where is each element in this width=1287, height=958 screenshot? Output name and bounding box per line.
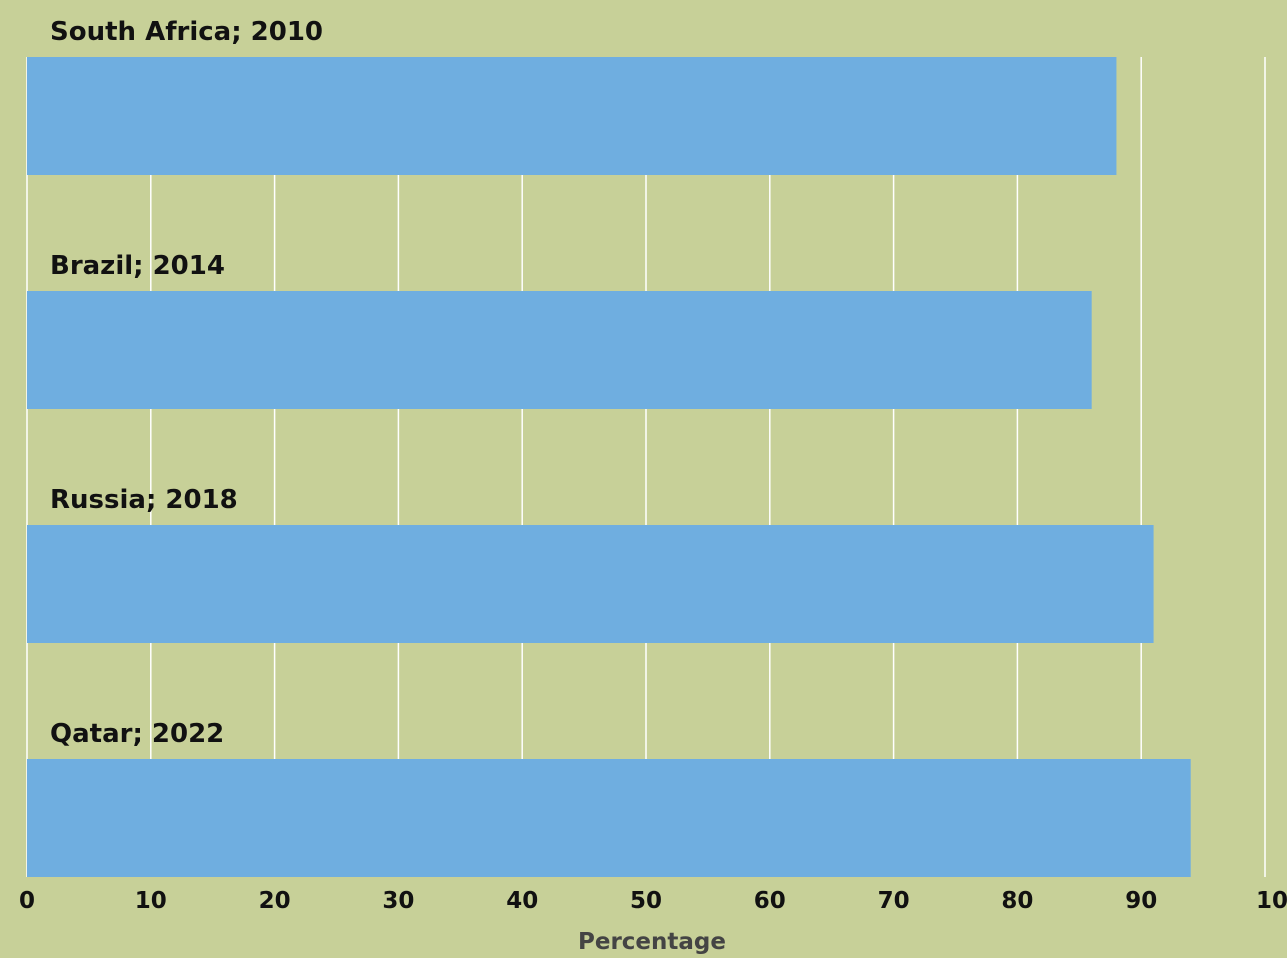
x-tick-label-50: 50 [630, 888, 662, 914]
x-tick-label-20: 20 [259, 888, 291, 914]
x-tick-label-40: 40 [506, 888, 538, 914]
bar-3 [27, 759, 1191, 877]
bar-1 [27, 291, 1092, 409]
x-tick-label-10: 10 [135, 888, 167, 914]
category-label-0: South Africa; 2010 [50, 17, 323, 47]
gridlines [26, 57, 1266, 877]
bar-0 [27, 57, 1117, 175]
bars [27, 57, 1191, 877]
x-tick-label-30: 30 [382, 888, 414, 914]
bar-2 [27, 525, 1154, 643]
category-labels: South Africa; 2010 Brazil; 2014 Russia; 20… [50, 17, 323, 749]
x-tick-label-70: 70 [878, 888, 910, 914]
category-label-3: Qatar; 2022 [50, 719, 224, 749]
x-tick-label-80: 80 [1001, 888, 1033, 914]
category-label-2: Russia; 2018 [50, 485, 238, 515]
x-tick-label-100: 100 [1256, 888, 1287, 914]
category-label-1: Brazil; 2014 [50, 251, 225, 281]
x-axis-ticks: 0 10 20 30 40 50 60 70 80 90 100 [19, 888, 1287, 914]
x-tick-label-60: 60 [754, 888, 786, 914]
x-tick-label-90: 90 [1125, 888, 1157, 914]
x-axis-title: Percentage [578, 929, 726, 954]
x-tick-label-0: 0 [19, 888, 35, 914]
